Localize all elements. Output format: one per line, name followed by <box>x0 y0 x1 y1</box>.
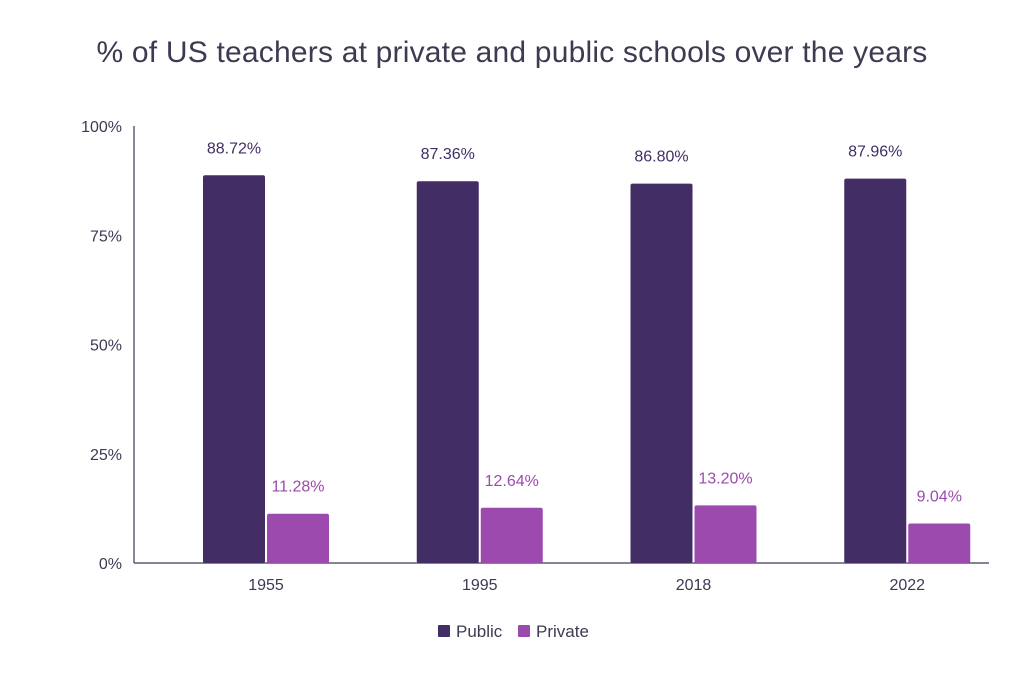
legend-swatch-private <box>518 625 530 637</box>
bar-private-1995 <box>480 507 543 563</box>
data-label-private-1995: 12.64% <box>485 473 539 490</box>
x-tick-label: 1995 <box>462 577 498 594</box>
chart-title: % of US teachers at private and public s… <box>96 36 928 69</box>
data-label-private-2022: 9.04% <box>917 488 962 505</box>
data-label-public-2022: 87.96% <box>848 144 902 161</box>
data-label-public-1995: 87.36% <box>421 146 475 163</box>
y-tick-label: 50% <box>90 338 122 355</box>
data-label-public-2018: 86.80% <box>634 149 688 166</box>
y-tick-label: 75% <box>90 228 122 245</box>
x-tick-label: 2022 <box>889 577 925 594</box>
data-label-public-1955: 88.72% <box>207 140 261 157</box>
data-label-private-1955: 11.28% <box>271 479 324 496</box>
legend-label-private: Private <box>536 622 589 641</box>
y-tick-label: 0% <box>99 556 122 573</box>
y-tick-label: 25% <box>90 447 122 464</box>
bar-public-2018 <box>630 183 693 563</box>
y-tick-label: 100% <box>81 119 122 136</box>
bar-private-2018 <box>694 505 757 563</box>
chart-bars <box>203 175 971 564</box>
legend-label-public: Public <box>456 622 503 641</box>
chart-legend: Public Private <box>438 622 589 641</box>
bar-public-2022 <box>844 178 907 563</box>
chart-axes: 0% 25% 50% 75% 100% 1955 1995 2018 2022 <box>81 119 989 594</box>
bar-public-1955 <box>203 175 265 564</box>
data-label-private-2018: 13.20% <box>698 470 752 487</box>
bar-public-1995 <box>416 181 479 563</box>
legend-swatch-public <box>438 625 450 637</box>
x-tick-label: 2018 <box>676 577 712 594</box>
bar-private-2022 <box>908 523 971 563</box>
bar-private-1955 <box>267 513 329 563</box>
x-tick-label: 1955 <box>248 577 284 594</box>
chart-value-labels: 88.72% 11.28% 87.36% 12.64% 86.80% 13.20% 87.9… <box>207 140 962 505</box>
